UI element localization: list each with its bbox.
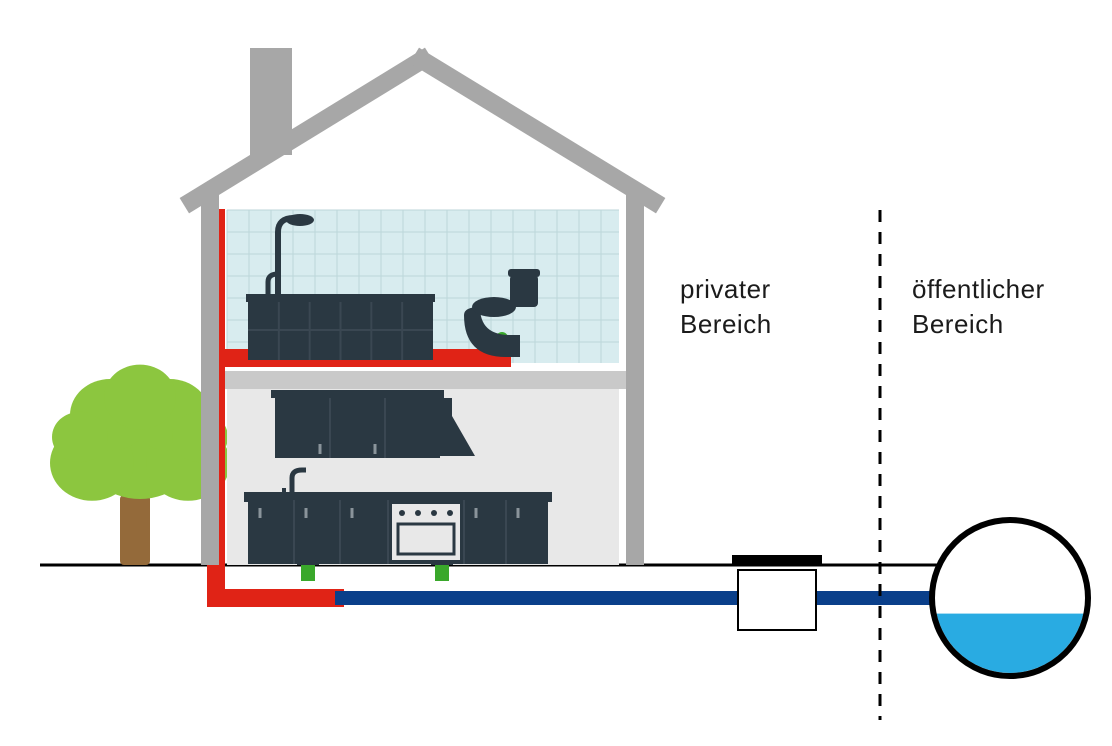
- label-public: öffentlicher Bereich: [912, 272, 1045, 342]
- label-private: privater Bereich: [680, 272, 772, 342]
- label-public-line1: öffentlicher: [912, 274, 1045, 304]
- diagram-stage: privater Bereich öffentlicher Bereich: [0, 0, 1112, 746]
- label-private-line2: Bereich: [680, 309, 772, 339]
- label-public-line2: Bereich: [912, 309, 1004, 339]
- label-private-line1: privater: [680, 274, 771, 304]
- diagram-svg: [0, 0, 1112, 746]
